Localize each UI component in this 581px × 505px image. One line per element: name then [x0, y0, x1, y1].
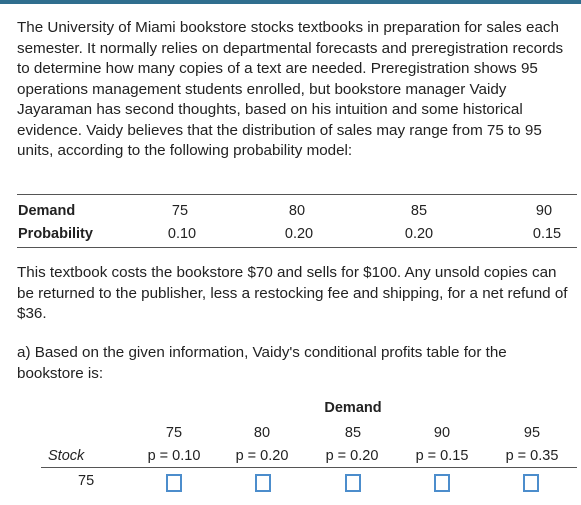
top-accent-bar: [0, 0, 581, 4]
profit-input-75-95[interactable]: [523, 474, 539, 492]
probability-value: 0.20: [404, 226, 434, 242]
demand-value: 90: [535, 203, 553, 219]
profit-probability-header: p = 0.15: [415, 448, 469, 464]
cost-paragraph: This textbook costs the bookstore $70 an…: [17, 264, 568, 322]
profit-table-header-divider: [41, 467, 577, 468]
profit-demand-header: 85: [344, 425, 362, 441]
profit-probability-header: p = 0.20: [235, 448, 289, 464]
probability-value: 0.20: [284, 226, 314, 242]
stock-label: Stock: [48, 448, 85, 464]
profit-input-75-90[interactable]: [434, 474, 450, 492]
profit-probability-header: p = 0.35: [505, 448, 559, 464]
profit-probability-header: p = 0.10: [147, 448, 201, 464]
probability-row: Probability 0.10 0.20 0.20 0.15: [17, 222, 577, 246]
demand-value: 80: [288, 203, 306, 219]
demand-label: Demand: [18, 203, 76, 219]
demand-value: 75: [171, 203, 189, 219]
profit-demand-header: 75: [165, 425, 183, 441]
profit-input-75-75[interactable]: [166, 474, 182, 492]
probability-label: Probability: [18, 226, 93, 242]
profit-input-75-80[interactable]: [255, 474, 271, 492]
profit-demand-header: 90: [433, 425, 451, 441]
profit-demand-header: 80: [253, 425, 271, 441]
question-a: a) Based on the given information, Vaidy…: [17, 344, 507, 382]
profit-probability-header: p = 0.20: [325, 448, 379, 464]
probability-value: 0.15: [532, 226, 562, 242]
probability-value: 0.10: [167, 226, 197, 242]
profit-table-title: Demand: [324, 400, 382, 416]
demand-probability-table: Demand 75 80 85 90 Probability 0.10 0.20…: [17, 194, 577, 248]
problem-intro: The University of Miami bookstore stocks…: [17, 19, 564, 159]
demand-row: Demand 75 80 85 90: [17, 199, 577, 223]
profit-demand-header: 95: [523, 425, 541, 441]
profit-input-75-85[interactable]: [345, 474, 361, 492]
demand-value: 85: [410, 203, 428, 219]
stock-value: 75: [78, 473, 95, 489]
